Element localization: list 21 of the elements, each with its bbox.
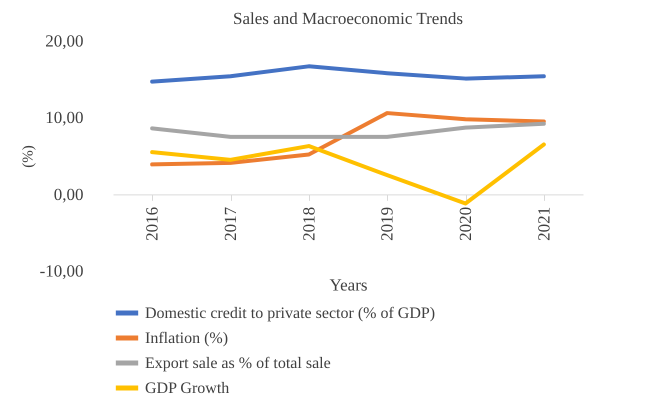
line-series	[150, 122, 546, 139]
x-tick-label: 2017	[221, 206, 240, 241]
line-series	[150, 111, 546, 166]
y-tick-label: -10,00	[40, 262, 84, 280]
x-axis-title: Years	[330, 276, 368, 294]
x-tick-label: 2016	[142, 206, 162, 241]
y-tick-label: 0,00	[54, 184, 84, 204]
y-tick-label: 20,00	[45, 32, 84, 50]
legend-label: GDP Growth	[145, 380, 230, 397]
y-tick-label: 10,00	[45, 108, 84, 128]
x-tick-label: 2020	[456, 206, 475, 241]
line-series	[150, 142, 546, 206]
x-tick-label: 2019	[378, 206, 397, 241]
chart-title: Sales and Macroeconomic Trends	[233, 9, 463, 28]
x-tick-label: 2018	[299, 206, 318, 241]
legend-label: Inflation (%)	[145, 330, 228, 347]
legend-label: Export sale as % of total sale	[145, 355, 331, 372]
line-series	[150, 64, 546, 84]
legend-label: Domestic credit to private sector (% of GDP)	[145, 305, 436, 322]
y-axis-title: (%)	[20, 145, 37, 168]
x-tick-label: 2021	[534, 206, 554, 241]
